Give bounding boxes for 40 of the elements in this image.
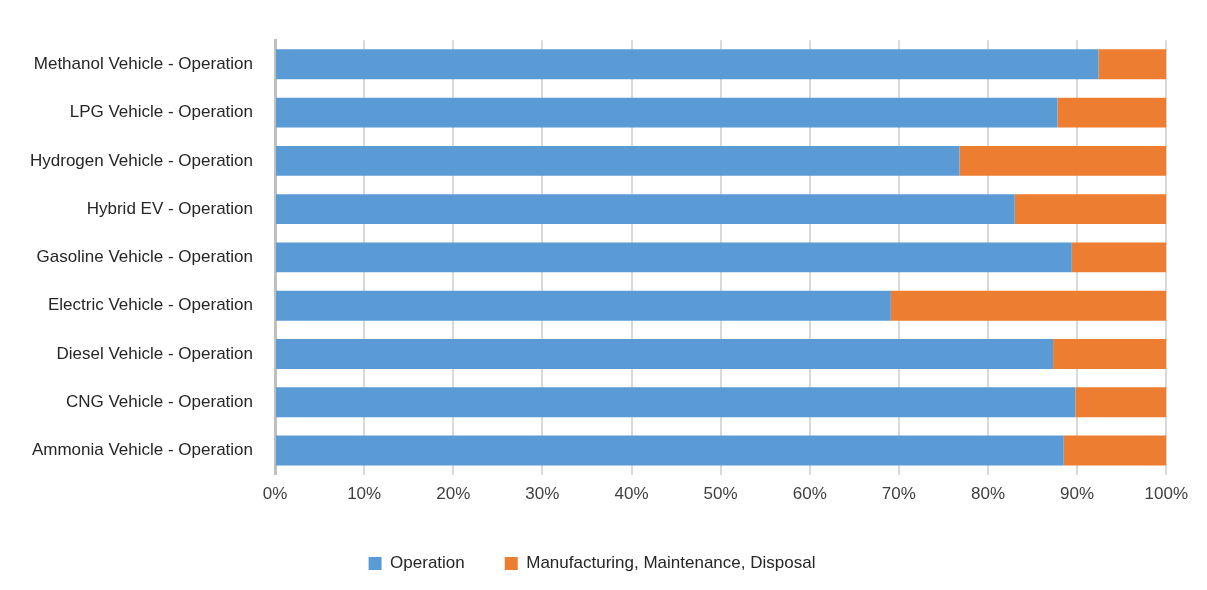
x-tick-label: 70% [881, 484, 916, 504]
y-tick-label: Hydrogen Vehicle - Operation [29, 150, 254, 170]
legend-label: Manufacturing, Maintenance, Disposal [526, 553, 816, 573]
y-tick-label: LPG Vehicle - Operation [69, 102, 254, 122]
bar [276, 97, 1058, 128]
bar [1063, 435, 1167, 466]
bar [276, 49, 1099, 80]
x-tick-label: 60% [792, 484, 827, 504]
bar [276, 387, 1076, 418]
legend-label: Operation [390, 553, 465, 573]
x-tick-label: 90% [1060, 484, 1095, 504]
x-tick-label: 0% [262, 484, 288, 504]
x-tick-label: 50% [703, 484, 738, 504]
bar [276, 290, 891, 321]
bar [890, 290, 1167, 321]
x-tick-label: 80% [971, 484, 1006, 504]
y-tick-label: Electric Vehicle - Operation [47, 295, 254, 315]
x-tick-label: 10% [347, 484, 382, 504]
x-tick-label: 40% [614, 484, 649, 504]
bar [1071, 242, 1167, 273]
y-tick-label: Methanol Vehicle - Operation [33, 54, 254, 74]
bar [1098, 49, 1167, 80]
y-tick-label: Hybrid EV - Operation [86, 198, 254, 218]
bar [1053, 338, 1167, 369]
y-tick-label: Gasoline Vehicle - Operation [36, 247, 254, 267]
x-tick-label: 20% [436, 484, 471, 504]
x-tick-label: 30% [525, 484, 560, 504]
x-tick-label: 100% [1144, 484, 1188, 504]
bar [959, 145, 1167, 176]
bar [276, 194, 1015, 225]
bar [276, 435, 1064, 466]
bar [1057, 97, 1167, 128]
y-tick-label: Ammonia Vehicle - Operation [31, 440, 254, 460]
bar [276, 242, 1072, 273]
bar [276, 145, 960, 176]
y-tick-label: Diesel Vehicle - Operation [56, 343, 254, 363]
y-tick-label: CNG Vehicle - Operation [65, 391, 254, 411]
bar [276, 338, 1054, 369]
bar [1075, 387, 1167, 418]
bar [1014, 194, 1167, 225]
